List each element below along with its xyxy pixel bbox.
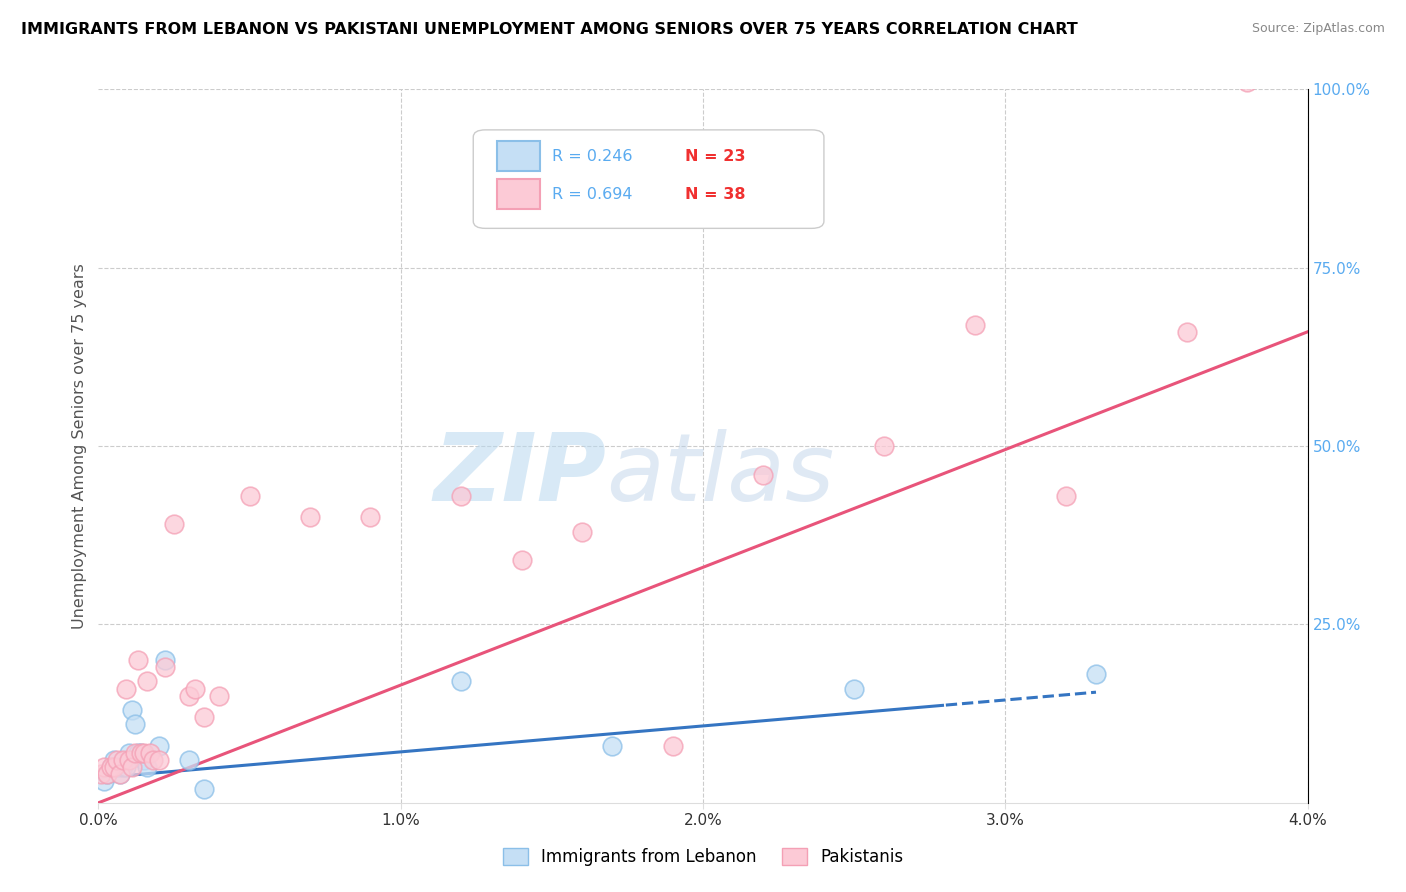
- Point: [153, 660, 176, 674]
- FancyBboxPatch shape: [498, 179, 540, 209]
- Point: [571, 524, 593, 539]
- Point: [179, 689, 201, 703]
- Point: [135, 760, 157, 774]
- Text: Source: ZipAtlas.com: Source: ZipAtlas.com: [1251, 22, 1385, 36]
- Point: [153, 653, 176, 667]
- Text: atlas: atlas: [606, 429, 835, 520]
- Point: [100, 760, 122, 774]
- Point: [239, 489, 262, 503]
- Point: [129, 746, 152, 760]
- Text: IMMIGRANTS FROM LEBANON VS PAKISTANI UNEMPLOYMENT AMONG SENIORS OVER 75 YEARS CO: IMMIGRANTS FROM LEBANON VS PAKISTANI UNE…: [21, 22, 1078, 37]
- Point: [193, 781, 215, 796]
- Point: [108, 767, 131, 781]
- Point: [93, 760, 115, 774]
- Point: [96, 767, 118, 781]
- Point: [148, 753, 170, 767]
- FancyBboxPatch shape: [498, 141, 540, 171]
- Point: [114, 681, 136, 696]
- Point: [752, 467, 775, 482]
- Point: [1175, 325, 1198, 339]
- Point: [132, 753, 155, 767]
- Point: [179, 753, 201, 767]
- Point: [193, 710, 215, 724]
- Point: [96, 767, 118, 781]
- Text: N = 38: N = 38: [685, 186, 745, 202]
- Point: [965, 318, 987, 332]
- Point: [1054, 489, 1077, 503]
- Point: [103, 760, 125, 774]
- Point: [208, 689, 231, 703]
- Y-axis label: Unemployment Among Seniors over 75 years: Unemployment Among Seniors over 75 years: [72, 263, 87, 629]
- Point: [127, 746, 149, 760]
- Point: [105, 753, 128, 767]
- Point: [132, 746, 155, 760]
- Point: [844, 681, 866, 696]
- Point: [135, 674, 157, 689]
- Point: [105, 760, 128, 774]
- Point: [148, 739, 170, 753]
- Point: [93, 774, 115, 789]
- Point: [90, 767, 112, 781]
- Point: [111, 753, 134, 767]
- Point: [118, 746, 141, 760]
- Point: [450, 489, 472, 503]
- Point: [1085, 667, 1108, 681]
- Text: R = 0.246: R = 0.246: [551, 149, 633, 164]
- Point: [360, 510, 382, 524]
- Point: [127, 653, 149, 667]
- Text: R = 0.694: R = 0.694: [551, 186, 633, 202]
- Point: [118, 753, 141, 767]
- Point: [299, 510, 322, 524]
- Point: [163, 517, 186, 532]
- Point: [108, 767, 131, 781]
- Point: [602, 739, 624, 753]
- Point: [139, 746, 162, 760]
- Point: [510, 553, 533, 567]
- Point: [1236, 75, 1258, 89]
- Point: [103, 753, 125, 767]
- Point: [100, 760, 122, 774]
- Text: N = 23: N = 23: [685, 149, 745, 164]
- Point: [142, 753, 165, 767]
- Point: [121, 703, 143, 717]
- Point: [184, 681, 207, 696]
- Point: [124, 717, 146, 731]
- Point: [121, 760, 143, 774]
- Point: [661, 739, 683, 753]
- Text: ZIP: ZIP: [433, 428, 606, 521]
- Legend: Immigrants from Lebanon, Pakistanis: Immigrants from Lebanon, Pakistanis: [496, 841, 910, 873]
- Point: [129, 746, 152, 760]
- Point: [111, 760, 134, 774]
- FancyBboxPatch shape: [474, 130, 824, 228]
- Point: [450, 674, 472, 689]
- Point: [873, 439, 896, 453]
- Point: [124, 746, 146, 760]
- Point: [114, 760, 136, 774]
